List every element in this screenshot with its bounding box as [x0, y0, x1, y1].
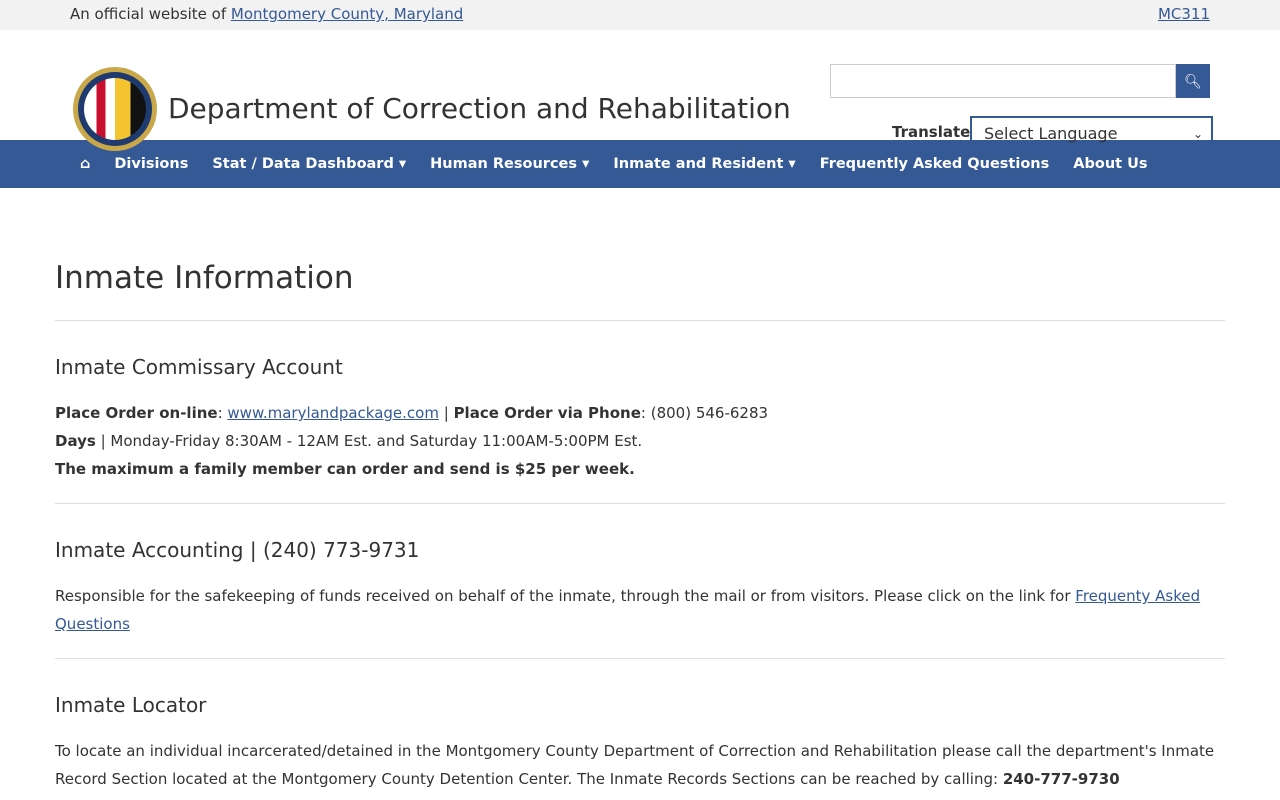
locator-text: To locate an individual incarcerated/det…	[55, 742, 1215, 788]
label: Place Order via Phone	[453, 404, 641, 422]
department-seal-logo[interactable]	[73, 67, 157, 151]
nav-faq[interactable]: Frequently Asked Questions	[819, 156, 1050, 172]
search-input[interactable]	[830, 64, 1176, 98]
official-site-bar: An official website of Montgomery County…	[0, 0, 1280, 30]
nav-stat-dashboard[interactable]: Stat / Data Dashboard ▾	[212, 156, 407, 172]
chevron-down-icon: ⌄	[1192, 127, 1203, 141]
days: Monday-Friday 8:30AM - 12AM Est. and Sat…	[110, 432, 643, 450]
search-icon: 🔍︎	[1184, 73, 1202, 89]
nav-about-us[interactable]: About Us	[1073, 156, 1148, 172]
section-heading: Inmate Commissary Account	[55, 355, 343, 379]
section-heading: Inmate Locator	[55, 693, 207, 717]
site-header: Department of Correction and Rehabilitat…	[0, 30, 1280, 152]
nav-human-resources[interactable]: Human Resources ▾	[430, 156, 590, 172]
marylandpackage-link[interactable]: www.marylandpackage.com	[227, 404, 439, 422]
nav-inmate-resident[interactable]: Inmate and Resident ▾	[613, 156, 796, 172]
section-heading: Inmate Accounting | (240) 773-9731	[55, 538, 420, 562]
main-nav: ⌂ Divisions Stat / Data Dashboard ▾ Huma…	[0, 140, 1280, 188]
label: Place Order on-line	[55, 404, 218, 422]
phone: (800) 546-6283	[650, 404, 769, 422]
page-title: Inmate Information	[55, 260, 1225, 321]
county-link[interactable]: Montgomery County, Maryland	[230, 5, 464, 23]
search-button[interactable]: 🔍︎	[1176, 64, 1210, 98]
nav-divisions[interactable]: Divisions	[114, 156, 189, 172]
label: Days	[55, 432, 96, 450]
official-text: An official website of	[70, 5, 231, 23]
faq-link[interactable]: Frequenty Asked Questions	[55, 587, 1201, 633]
language-select[interactable]: Select Language ⌄	[970, 116, 1213, 152]
home-icon[interactable]: ⌂	[80, 156, 91, 172]
locator-phone: 240-777-9730	[1002, 770, 1120, 788]
accounting-text: Responsible for the safekeeping of funds…	[55, 587, 1076, 605]
mc311-link[interactable]: MC311	[1157, 5, 1210, 23]
translate-label: Translate	[892, 123, 971, 141]
max-order-note: The maximum a family member can order an…	[55, 460, 635, 478]
locator-section: Inmate Locator To locate an individual i…	[55, 693, 1225, 793]
language-select-value: Select Language	[984, 124, 1118, 143]
site-title[interactable]: Department of Correction and Rehabilitat…	[168, 92, 791, 125]
accounting-section: Inmate Accounting | (240) 773-9731 Respo…	[55, 538, 1225, 659]
commissary-section: Inmate Commissary Account Place Order on…	[55, 355, 1225, 504]
